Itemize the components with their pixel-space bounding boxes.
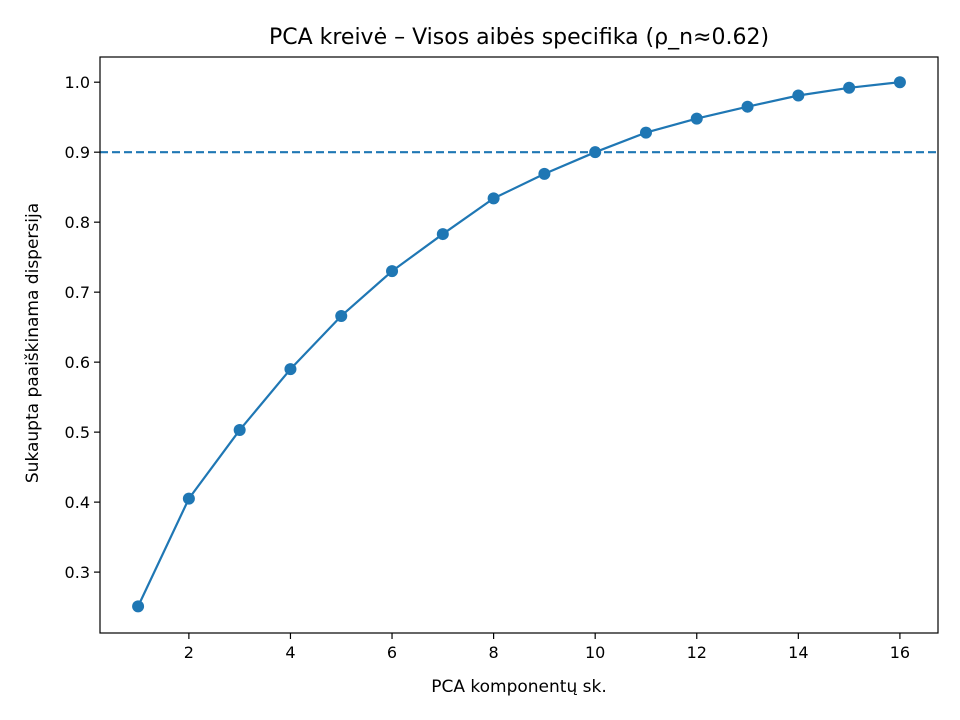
data-point-2 [182,492,195,505]
data-point-13 [741,100,754,113]
data-point-9 [538,167,551,180]
plot-frame [99,56,939,634]
data-point-6 [386,265,399,278]
plot-area: 2 4 6 8 10 12 14 16 0.3 0.4 0.5 0.6 0.7 0.8 0.9 1.0 [65,56,939,662]
y-tick-label-5: 0.8 [65,213,90,232]
data-point-10 [589,146,602,159]
y-tick-label-3: 0.6 [65,353,90,372]
data-point-11 [639,126,652,139]
y-tick-label-0: 0.3 [65,563,90,582]
data-point-5 [335,309,348,322]
x-tick-label-6: 6 [387,643,397,662]
data-point-8 [487,192,500,205]
x-tick-label-14: 14 [788,643,808,662]
data-point-3 [233,424,246,437]
data-point-14 [792,89,805,102]
y-axis-label: Sukaupta paaiškinama dispersija [23,203,43,483]
y-tick-label-4: 0.7 [65,283,90,302]
y-tick-label-2: 0.5 [65,423,90,442]
y-tick-label-7: 1.0 [65,73,90,92]
series-line-0 [137,81,901,607]
x-tick-label-12: 12 [687,643,707,662]
y-tick-label-6: 0.9 [65,143,90,162]
x-tick-label-2: 2 [184,643,194,662]
chart-title: PCA kreivė – Visos aibės specifika (ρ_n≈… [269,25,769,50]
data-point-7 [436,228,449,241]
x-tick-label-10: 10 [585,643,605,662]
y-tick-label-1: 0.4 [65,493,90,512]
x-tick-label-16: 16 [890,643,910,662]
data-point-1 [132,600,145,613]
data-point-16 [893,76,906,89]
x-axis-label: PCA komponentų sk. [431,677,607,697]
data-point-12 [690,112,703,125]
x-tick-label-4: 4 [285,643,295,662]
data-point-4 [284,363,297,376]
data-point-15 [843,81,856,94]
x-tick-label-8: 8 [489,643,499,662]
